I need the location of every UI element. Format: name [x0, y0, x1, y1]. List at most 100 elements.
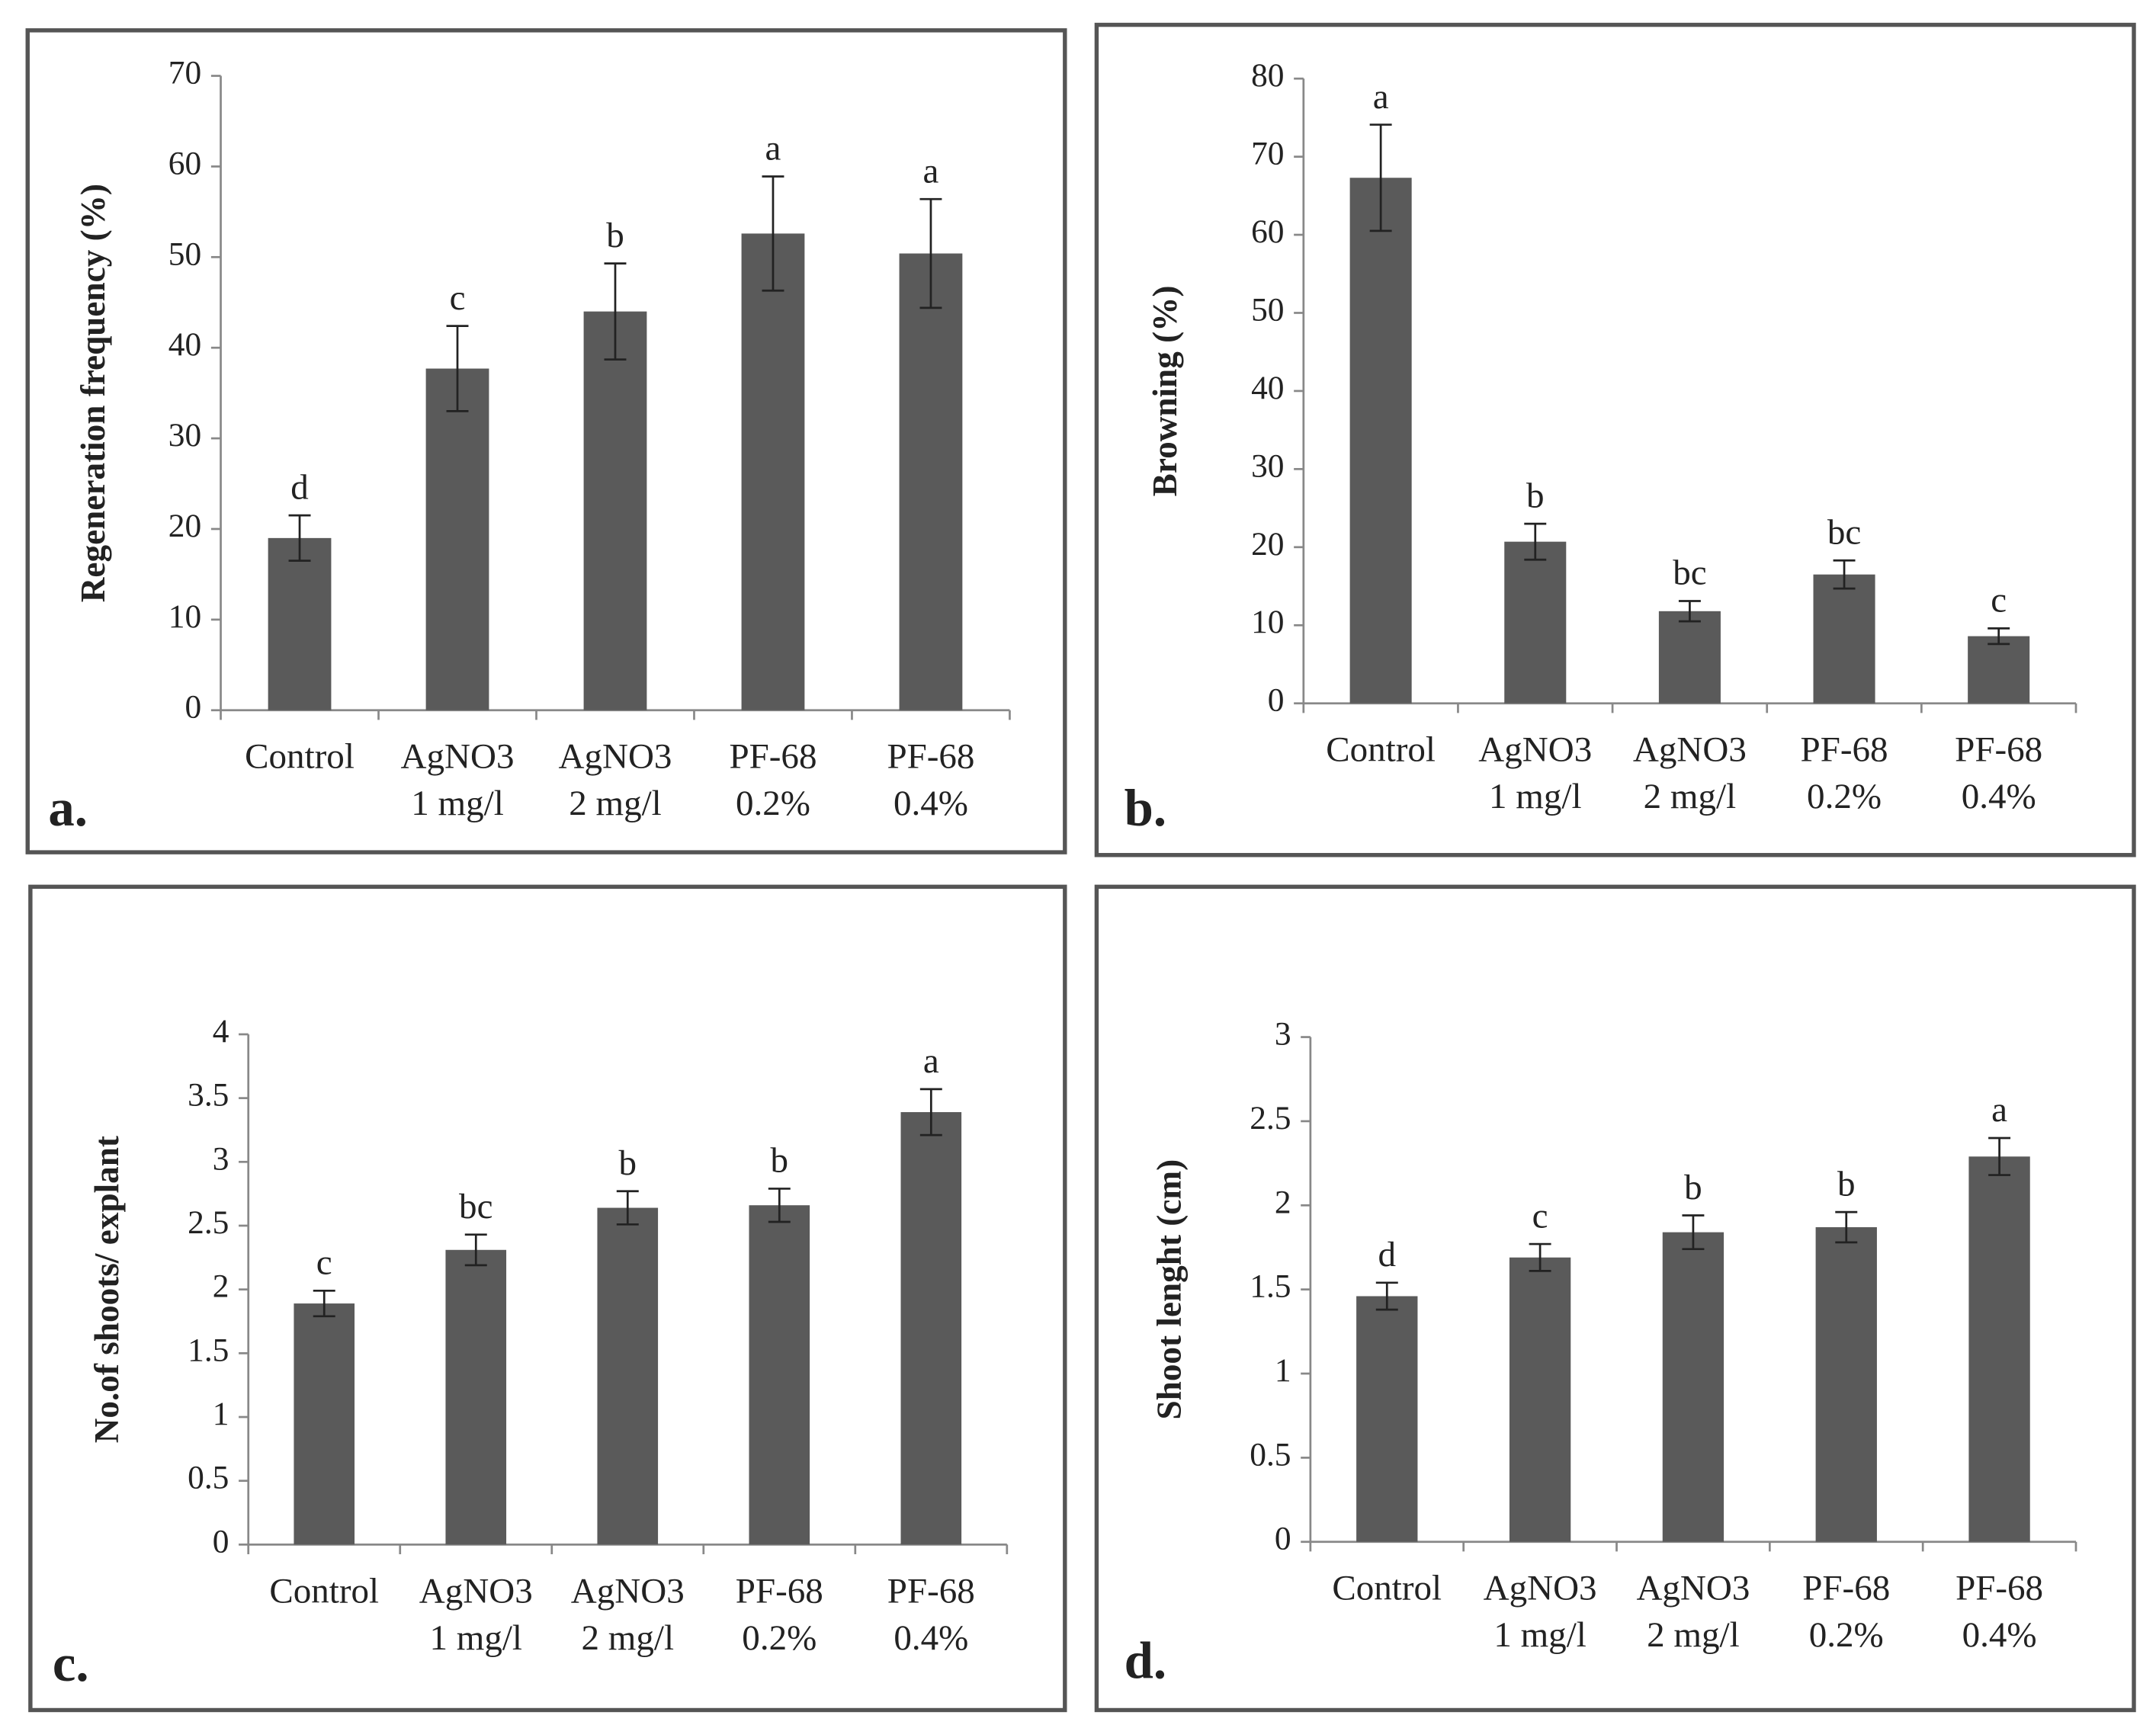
x-tick-label: 0.2% [736, 784, 810, 823]
significance-letter: a [1991, 1090, 2007, 1130]
y-tick-label: 0.5 [1250, 1436, 1291, 1473]
bar [1658, 611, 1721, 704]
y-tick-label: 2.5 [188, 1204, 229, 1241]
y-tick-label: 2 [213, 1268, 229, 1305]
panel-frame [1094, 884, 2136, 1713]
x-tick-label: AgNO3 [1636, 1569, 1750, 1608]
y-tick-label: 0.5 [188, 1460, 229, 1496]
x-tick-label: 1 mg/l [1489, 777, 1582, 816]
y-tick-label: 3 [1275, 1016, 1291, 1053]
x-tick-label: 2 mg/l [582, 1618, 675, 1658]
x-tick-label: 0.4% [894, 784, 968, 823]
y-tick-label: 1.5 [1250, 1268, 1291, 1305]
x-tick-label: PF-68 [1802, 1569, 1890, 1608]
x-tick-label: Control [1332, 1569, 1442, 1608]
bar [1968, 1156, 2030, 1542]
bar [597, 1207, 659, 1545]
significance-letter: b [606, 216, 624, 255]
x-tick-label: 2 mg/l [569, 784, 662, 823]
y-tick-label: 40 [168, 326, 201, 363]
y-tick-label: 0 [213, 1523, 229, 1560]
significance-letter: d [290, 467, 309, 507]
y-tick-label: 2.5 [1250, 1100, 1291, 1137]
x-tick-label: Control [1326, 730, 1436, 770]
bar [741, 233, 805, 710]
panel-label: c. [53, 1634, 89, 1692]
panel-label: a. [48, 779, 88, 837]
y-tick-label: 80 [1251, 57, 1284, 94]
x-tick-label: 0.2% [1807, 777, 1882, 816]
x-tick-label: PF-68 [1955, 730, 2042, 770]
y-tick-label: 1 [1275, 1352, 1291, 1389]
y-tick-label: 10 [168, 598, 201, 635]
x-tick-label: PF-68 [887, 1571, 975, 1611]
bar [1509, 1257, 1571, 1542]
y-tick-label: 20 [168, 508, 201, 544]
bar [1662, 1232, 1724, 1542]
y-tick-label: 2 [1275, 1184, 1291, 1220]
x-tick-label: AgNO3 [1484, 1569, 1597, 1608]
x-tick-label: Control [269, 1571, 379, 1611]
significance-letter: bc [459, 1187, 492, 1226]
y-tick-label: 60 [1251, 213, 1284, 250]
significance-letter: a [923, 1041, 939, 1081]
significance-letter: bc [1673, 553, 1706, 593]
x-tick-label: AgNO3 [559, 737, 672, 777]
y-tick-label: 70 [1251, 136, 1284, 172]
significance-letter: c [450, 278, 466, 318]
bar [425, 368, 489, 710]
y-tick-label: 3 [213, 1140, 229, 1177]
bar [1504, 541, 1567, 704]
panel-label: d. [1125, 1631, 1166, 1689]
y-tick-label: 50 [168, 236, 201, 272]
bar [294, 1303, 355, 1545]
x-tick-label: AgNO3 [571, 1571, 685, 1611]
y-tick-label: 30 [1251, 447, 1284, 484]
x-tick-label: 0.2% [742, 1618, 817, 1658]
y-tick-label: 0 [185, 689, 202, 726]
y-tick-label: 30 [168, 417, 201, 454]
x-tick-label: AgNO3 [1478, 730, 1592, 770]
significance-letter: b [1526, 476, 1545, 515]
y-tick-label: 60 [168, 145, 201, 181]
x-tick-label: 0.4% [1962, 777, 2036, 816]
y-tick-label: 0 [1275, 1521, 1291, 1557]
x-tick-label: 1 mg/l [1493, 1615, 1587, 1655]
y-tick-label: 70 [168, 54, 201, 91]
bar [268, 537, 332, 710]
bar [1349, 178, 1412, 704]
x-tick-label: 2 mg/l [1644, 777, 1737, 816]
y-tick-label: 1 [213, 1396, 229, 1432]
bar [1968, 636, 2030, 704]
x-tick-label: 0.4% [894, 1618, 968, 1658]
significance-letter: d [1378, 1235, 1397, 1274]
y-tick-label: 50 [1251, 291, 1284, 328]
x-tick-label: PF-68 [729, 737, 817, 777]
x-tick-label: 0.4% [1962, 1615, 2037, 1655]
x-tick-label: 0.2% [1809, 1615, 1884, 1655]
significance-letter: c [1532, 1196, 1548, 1236]
bar [1815, 1226, 1877, 1542]
bar [900, 1112, 962, 1545]
significance-letter: a [923, 151, 939, 191]
significance-letter: a [1373, 77, 1389, 117]
bar [1813, 574, 1875, 704]
x-tick-label: PF-68 [736, 1571, 823, 1611]
bar [583, 311, 647, 710]
x-tick-label: AgNO3 [401, 737, 515, 777]
y-tick-label: 1.5 [188, 1332, 229, 1368]
significance-letter: b [1837, 1164, 1856, 1204]
x-tick-label: PF-68 [1801, 730, 1888, 770]
x-tick-label: 1 mg/l [430, 1618, 523, 1658]
panel-frame [25, 28, 1067, 854]
bar [445, 1249, 507, 1545]
bar [1356, 1296, 1418, 1542]
panel-frame [1094, 22, 2136, 858]
panel-frame [28, 884, 1067, 1713]
y-tick-label: 20 [1251, 526, 1284, 563]
significance-letter: b [771, 1141, 789, 1181]
y-axis-label: No.of shoots/ explant [88, 1136, 126, 1443]
bar [899, 253, 963, 710]
y-tick-label: 10 [1251, 604, 1284, 640]
